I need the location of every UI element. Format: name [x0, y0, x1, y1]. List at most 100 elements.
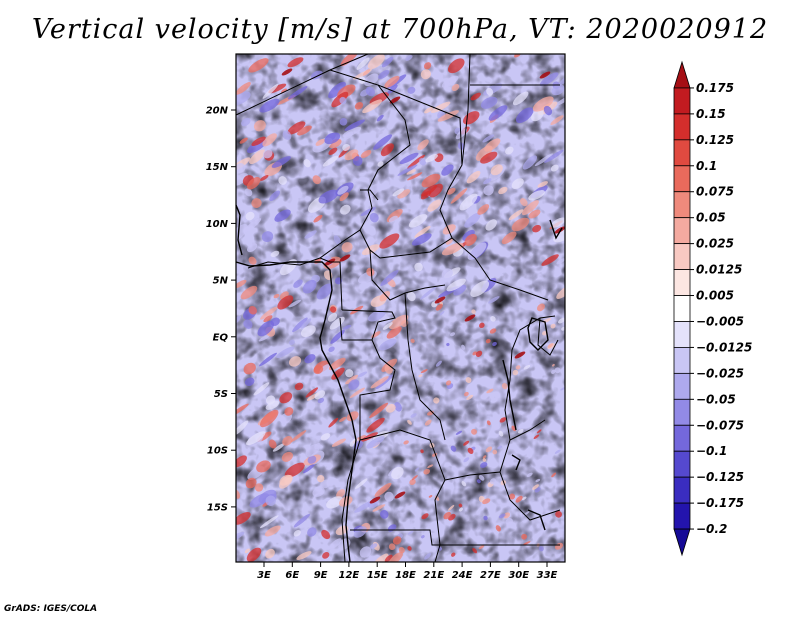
- field-cell: [471, 309, 476, 314]
- colorbar-segment: [673, 321, 691, 348]
- field-cell: [428, 495, 433, 498]
- field-cell: [318, 189, 339, 204]
- field-cell: [333, 235, 342, 245]
- field-cell: [282, 130, 292, 140]
- field-cell: [302, 463, 316, 474]
- lat-tick-label: 10S: [207, 446, 228, 457]
- field-cell: [403, 440, 409, 445]
- colorbar-label: −0.075: [696, 418, 744, 432]
- field-cell: [515, 365, 521, 370]
- field-cell: [407, 419, 412, 425]
- field-cell: [408, 214, 428, 228]
- field-cell: [394, 402, 402, 412]
- field-cell: [542, 330, 548, 336]
- field-cell: [411, 475, 418, 481]
- field-cell: [482, 455, 487, 459]
- colorbar-segment: [673, 502, 691, 530]
- field-cell: [269, 190, 281, 202]
- field-cell-strong: [369, 496, 381, 504]
- field-cell: [387, 84, 398, 94]
- field-cell: [492, 341, 497, 347]
- field-cell: [287, 57, 304, 68]
- field-cell: [282, 436, 293, 446]
- field-cell: [304, 354, 316, 364]
- field-cell: [362, 69, 371, 76]
- field-cell: [370, 376, 389, 389]
- field-cell: [478, 545, 485, 550]
- field-cell: [471, 428, 477, 435]
- colorbar-top-triangle: [673, 60, 691, 89]
- field-cell: [480, 96, 498, 109]
- field-cell: [535, 478, 541, 483]
- lat-tick-label: 5N: [213, 276, 229, 287]
- field-cell-strong: [394, 491, 406, 499]
- field-cell: [384, 75, 400, 88]
- field-cell: [466, 394, 474, 401]
- field-cell: [360, 206, 377, 217]
- field-cell: [441, 242, 464, 256]
- field-cell: [321, 529, 331, 540]
- field-cell: [371, 553, 389, 562]
- field-cell: [485, 446, 493, 453]
- field-cell: [478, 474, 485, 481]
- field-cell: [292, 317, 308, 333]
- field-cell: [270, 250, 280, 258]
- field-cell: [554, 93, 565, 107]
- field-cell: [377, 161, 384, 167]
- field-cell: [455, 430, 463, 435]
- field-cell: [262, 83, 279, 99]
- credit-text: GrADS: IGES/COLA: [4, 604, 98, 614]
- field-cell: [354, 101, 364, 110]
- colorbar-segment: [673, 217, 691, 245]
- field-cell: [406, 169, 417, 175]
- field-cell: [261, 231, 274, 243]
- field-cell: [328, 357, 346, 371]
- colorbar-segment: [673, 450, 691, 478]
- field-cell: [407, 530, 414, 535]
- field-cell: [342, 126, 362, 138]
- field-cell: [554, 367, 561, 374]
- field-cell: [236, 163, 246, 173]
- colorbar-segment: [673, 476, 691, 504]
- field-cell: [407, 172, 423, 181]
- colorbar-label: −0.0125: [696, 340, 752, 354]
- field-cell: [366, 436, 385, 449]
- field-cell: [488, 296, 500, 304]
- field-cell: [433, 397, 440, 404]
- field-cell: [244, 548, 251, 554]
- field-cell: [376, 114, 384, 122]
- field-cell: [424, 419, 432, 426]
- field-cell: [307, 527, 317, 537]
- field-cell: [483, 178, 492, 185]
- field-cell: [236, 91, 251, 106]
- field-cell: [265, 400, 280, 410]
- field-cell: [532, 484, 539, 490]
- field-cell: [505, 518, 513, 525]
- field-cell-strong: [281, 68, 293, 76]
- field-cell: [263, 315, 273, 323]
- field-cell: [381, 56, 394, 68]
- field-cell: [550, 217, 565, 228]
- field-cell: [287, 86, 308, 100]
- field-cell: [366, 267, 375, 277]
- field-cell: [517, 429, 524, 434]
- field-cell: [334, 277, 342, 285]
- field-cell: [424, 552, 431, 560]
- field-cell: [288, 356, 302, 367]
- field-cell: [399, 152, 419, 165]
- field-cell: [495, 525, 501, 532]
- field-cell: [328, 147, 338, 155]
- field-cell: [425, 154, 438, 163]
- field-cell: [503, 512, 511, 519]
- field-cell: [485, 338, 491, 344]
- field-cell: [374, 482, 392, 497]
- field-cell: [488, 105, 508, 121]
- field-cell: [435, 303, 443, 311]
- field-cell: [300, 318, 312, 329]
- field-cell: [484, 138, 501, 152]
- field-cell: [329, 316, 345, 330]
- field-cell: [499, 417, 507, 423]
- field-cell: [279, 475, 293, 489]
- field-cell: [420, 69, 431, 80]
- field-cell: [489, 478, 497, 485]
